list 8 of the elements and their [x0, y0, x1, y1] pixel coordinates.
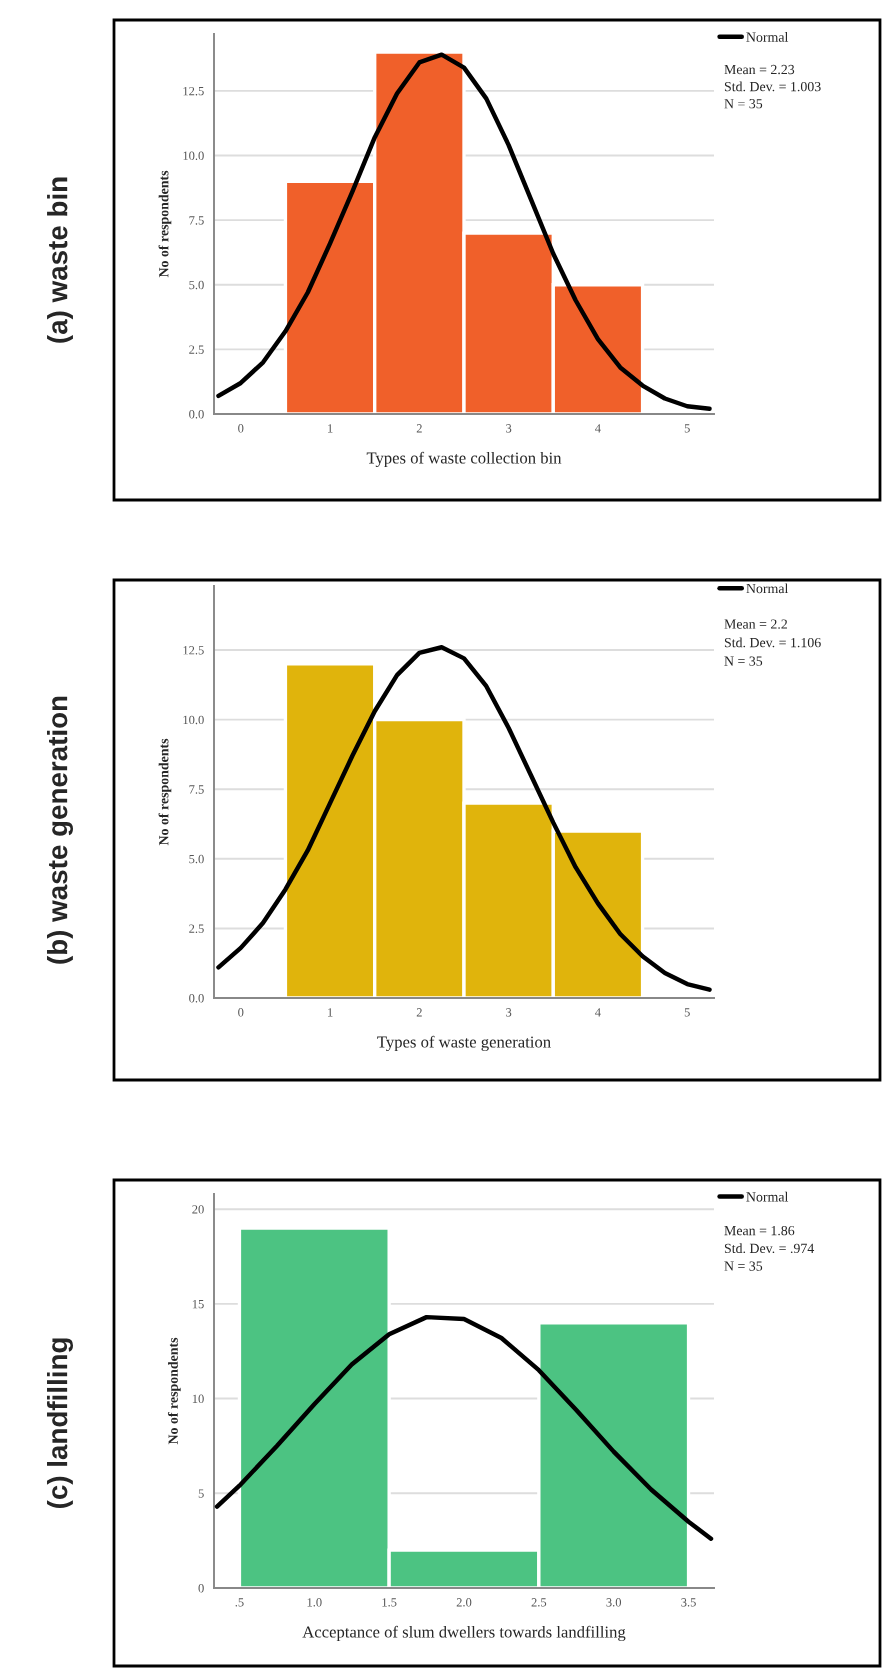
x-axis-title: Types of waste collection bin — [366, 451, 562, 468]
line-series — [216, 645, 712, 992]
x-axis-title: Acceptance of slum dwellers towards landfilling — [302, 1625, 626, 1642]
x-axis-title: Types of waste generation — [377, 1035, 551, 1052]
text: (b) waste generation — [46, 696, 74, 964]
text: (c) landfilling — [46, 1338, 74, 1509]
text: (a) waste bin — [47, 177, 73, 343]
line-series — [214, 1314, 714, 1541]
